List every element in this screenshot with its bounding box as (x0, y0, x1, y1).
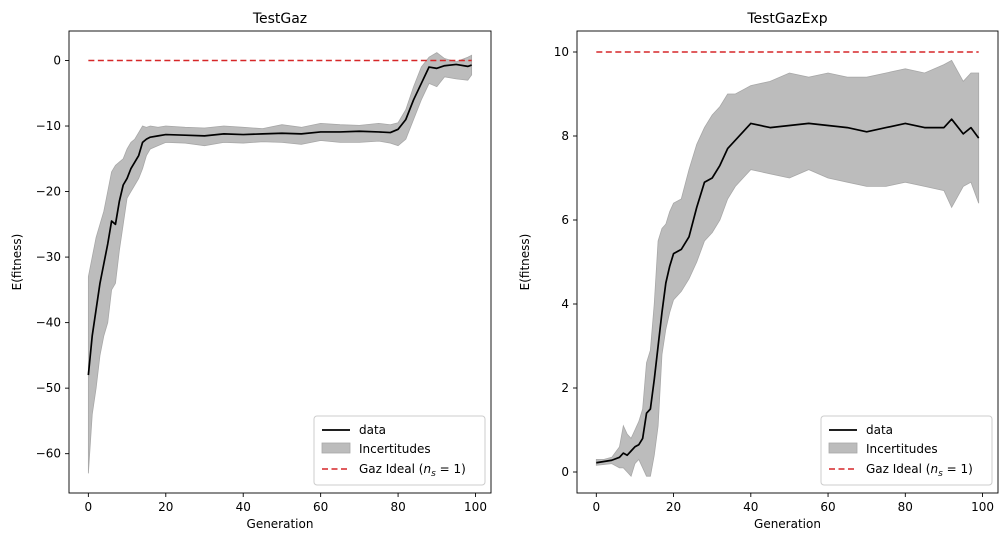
legend-ideal-math: n (424, 462, 432, 476)
x-tick-label: 100 (971, 500, 994, 514)
y-tick-label: −10 (36, 119, 61, 133)
y-tick-label: −50 (36, 381, 61, 395)
legend-box (313, 415, 486, 486)
legend-ideal-suffix: = 1) (436, 462, 466, 476)
plot-frame (68, 30, 492, 494)
chart-testgazexp: TestGazExp 0 20 40 60 80 100 0 2 4 6 8 10 Generation E… (518, 11, 999, 531)
chart-title: TestGaz (252, 11, 307, 27)
x-tick-label: 0 (592, 500, 600, 514)
x-tick-label: 20 (666, 500, 681, 514)
legend-ideal-math: n (931, 462, 939, 476)
y-tick-label: −60 (36, 447, 61, 461)
uncertainty-band (595, 59, 980, 477)
x-tick-label: 40 (236, 500, 251, 514)
legend-data-label: data (866, 423, 893, 437)
x-axis-label: Generation (247, 517, 314, 531)
y-tick-label: 4 (561, 297, 569, 311)
y-tick-label: 10 (554, 45, 569, 59)
legend: data Incertitudes Gaz Ideal (ns = 1) (313, 415, 486, 486)
legend-ideal-sub: s (938, 469, 943, 479)
legend-box (820, 415, 993, 486)
legend-ideal-label: Gaz Ideal (ns = 1) (359, 462, 466, 479)
y-tick-label: −40 (36, 316, 61, 330)
chart-testgaz: TestGaz 0 20 40 60 80 100 −60 −50 −40 −30 −20 −10 0 Ge… (10, 11, 492, 531)
y-tick-label: 0 (53, 53, 61, 67)
x-tick-label: 60 (313, 500, 328, 514)
legend-ideal-suffix: = 1) (943, 462, 973, 476)
y-tick-label: 2 (561, 381, 569, 395)
legend-ideal-sub: s (431, 469, 436, 479)
x-tick-label: 20 (158, 500, 173, 514)
data-line (596, 118, 980, 464)
legend-data-label: data (359, 423, 386, 437)
uncertainty-band (87, 52, 473, 474)
x-tick-label: 80 (898, 500, 913, 514)
x-tick-label: 60 (820, 500, 835, 514)
legend-ideal-label: Gaz Ideal (ns = 1) (866, 462, 973, 479)
plot-frame (576, 30, 999, 494)
x-axis-label: Generation (754, 517, 821, 531)
x-tick-label: 40 (743, 500, 758, 514)
x-tick-label: 0 (85, 500, 93, 514)
y-tick-label: −30 (36, 250, 61, 264)
legend: data Incertitudes Gaz Ideal (ns = 1) (820, 415, 993, 486)
x-tick-label: 80 (390, 500, 405, 514)
y-axis-label: E(fitness) (518, 234, 532, 291)
y-tick-label: −20 (36, 185, 61, 199)
legend-ideal-prefix: Gaz Ideal ( (359, 462, 424, 476)
legend-band-label: Incertitudes (866, 442, 938, 456)
chart-title: TestGazExp (746, 11, 827, 27)
legend-band-swatch (828, 442, 858, 454)
legend-ideal-prefix: Gaz Ideal ( (866, 462, 931, 476)
y-tick-label: 0 (561, 465, 569, 479)
y-axis-label: E(fitness) (10, 234, 24, 291)
y-tick-label: 6 (561, 213, 569, 227)
data-line (87, 63, 472, 376)
x-tick-label: 100 (464, 500, 487, 514)
legend-band-label: Incertitudes (359, 442, 431, 456)
y-tick-label: 8 (561, 129, 569, 143)
legend-band-swatch (321, 442, 351, 454)
